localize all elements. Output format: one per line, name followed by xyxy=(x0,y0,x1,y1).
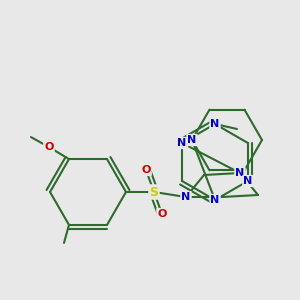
Text: O: O xyxy=(157,209,167,219)
Text: N: N xyxy=(236,168,244,178)
Text: N: N xyxy=(178,138,187,148)
Text: N: N xyxy=(210,119,220,129)
Text: N: N xyxy=(243,176,253,186)
Text: S: S xyxy=(149,185,158,199)
Text: N: N xyxy=(182,192,190,202)
Text: N: N xyxy=(188,135,196,145)
Text: O: O xyxy=(141,165,151,175)
Text: N: N xyxy=(210,195,220,205)
Text: O: O xyxy=(44,142,54,152)
